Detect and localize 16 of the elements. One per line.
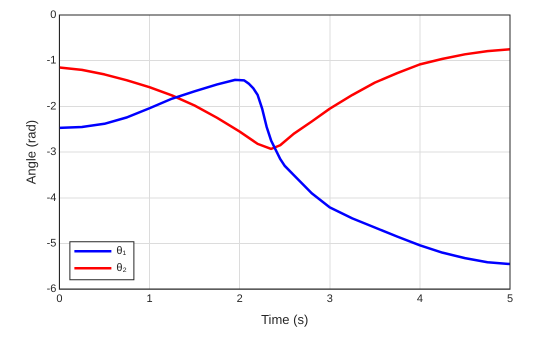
y-tick-label: -1 bbox=[46, 54, 56, 67]
y-tick-label: -6 bbox=[46, 283, 56, 296]
x-tick-label: 3 bbox=[326, 292, 333, 305]
y-tick-label: -5 bbox=[46, 238, 56, 250]
y-tick-label: -3 bbox=[46, 146, 56, 158]
x-axis-title: Time (s) bbox=[261, 312, 308, 327]
y-tick-label: -4 bbox=[46, 192, 56, 204]
y-tick-label: 0 bbox=[50, 9, 56, 22]
x-tick-label: 2 bbox=[236, 292, 243, 305]
legend-label: θ₁ bbox=[116, 245, 126, 258]
x-tick-label: 5 bbox=[506, 292, 514, 305]
y-axis-title: Angle (rad) bbox=[23, 120, 38, 184]
x-tick-label: 1 bbox=[146, 292, 153, 305]
y-tick-label: -2 bbox=[46, 100, 56, 112]
x-tick-label: 4 bbox=[416, 292, 423, 305]
legend-label: θ₂ bbox=[116, 262, 127, 274]
